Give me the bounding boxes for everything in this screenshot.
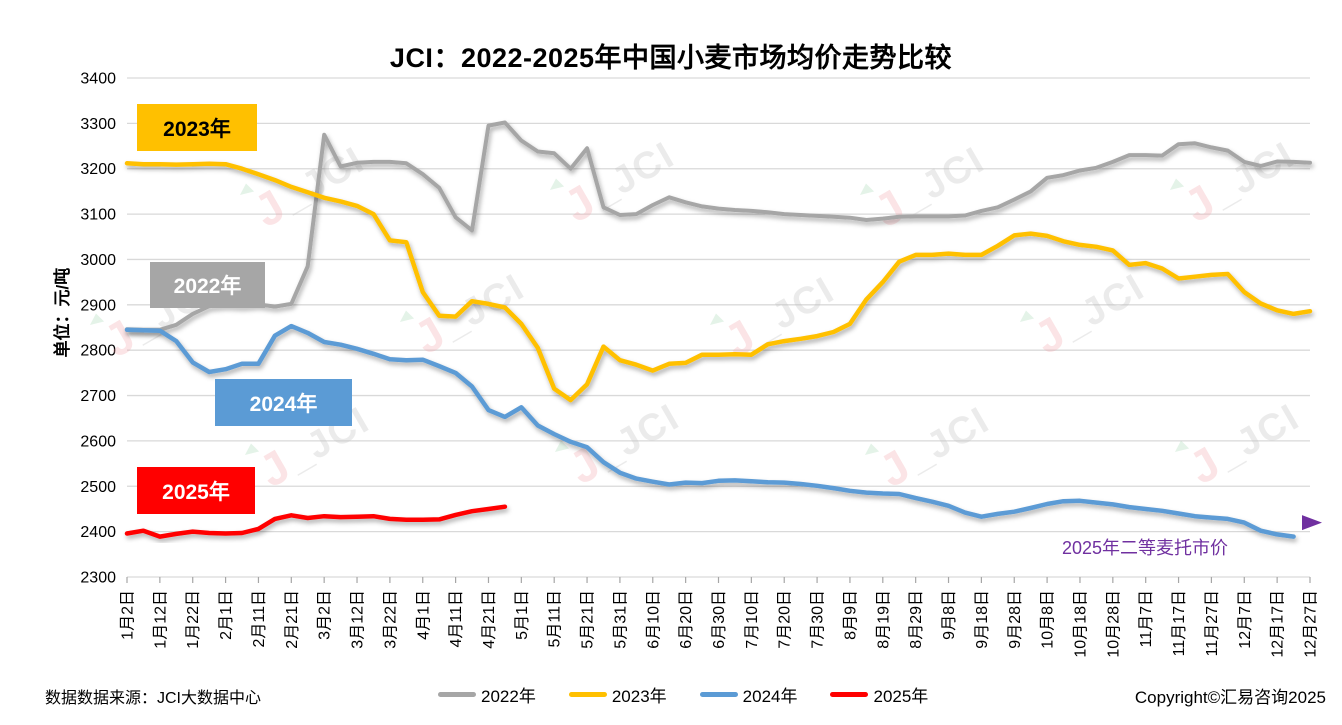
x-tick-label: 6月20日 [678,590,695,649]
chart-footer: 数据数据来源：JCI大数据中心 2022年 2023年 2024年 2025年 … [0,678,1342,712]
x-tick-label: 10月8日 [1040,590,1057,649]
series-line-2022年 [125,120,1312,332]
data-source-note: 数据数据来源：JCI大数据中心 [45,690,262,707]
y-tick-label: 3000 [80,252,116,269]
series-line-2023年 [124,161,1313,403]
x-tick-label: 1月22日 [185,590,202,649]
y-tick-label: 3200 [80,161,116,178]
x-tick-label: 3月2日 [317,590,334,640]
series-line-2025年 [124,504,508,539]
legend-swatch-2023 [568,692,607,697]
series-label-2025: 2025年 [137,467,255,514]
y-tick-label: 3400 [80,71,116,88]
x-tick-label: 2月1日 [218,590,235,640]
x-tick-label: 12月17日 [1270,590,1287,658]
jci-watermark: J_JCI [859,139,992,237]
legend-label-2025: 2025年 [873,687,929,706]
legend-label-2024: 2024年 [742,687,798,706]
reference-line-annotation: 2025年二等麦托市价 [1062,538,1229,558]
svg-text:_JCI: _JCI [434,266,532,347]
legend-swatch-2025 [830,692,869,697]
x-tick-label: 2月21日 [284,590,301,649]
x-tick-label: 11月27日 [1204,590,1221,656]
x-tick-label: 10月18日 [1072,590,1089,658]
legend-item-2024: 2024年 [699,682,798,707]
chart-legend: 2022年 2023年 2024年 2025年 [438,682,928,707]
reference-line-arrowhead [1302,515,1322,531]
x-tick-label: 4月11日 [448,590,465,648]
x-tick-label: 1月2日 [120,590,137,640]
x-tick-label: 1月12日 [152,590,169,649]
x-tick-label: 4月21日 [481,590,498,649]
x-tick-label: 7月20日 [777,590,794,649]
x-tick-label: 7月30日 [810,590,827,649]
y-tick-label: 2500 [80,479,116,496]
x-tick-label: 6月30日 [711,590,728,649]
y-tick-label: 3300 [80,116,116,133]
x-tick-label: 11月7日 [1138,590,1155,648]
svg-text:_JCI: _JCI [584,134,682,215]
legend-label-2022: 2022年 [481,687,536,706]
jci-watermark: J_JCI [864,399,997,497]
legend-item-2023: 2023年 [568,682,667,707]
legend-item-2025: 2025年 [830,682,928,707]
jci-watermark: J_JCI [549,134,682,232]
x-tick-label: 8月29日 [908,590,925,649]
y-tick-label: 2400 [80,524,116,541]
series-label-2024: 2024年 [215,379,352,426]
series-line-2024年 [124,323,1296,539]
x-tick-label: 9月8日 [941,590,958,640]
y-tick-label: 3100 [80,207,116,224]
x-tick-label: 10月28日 [1105,590,1122,658]
legend-label-2023: 2023年 [611,687,667,706]
y-tick-label: 2600 [80,433,116,450]
x-tick-label: 5月21日 [580,590,597,649]
x-tick-label: 12月27日 [1303,590,1320,658]
x-tick-label: 6月10日 [645,590,662,649]
svg-text:_JCI: _JCI [1054,266,1152,347]
x-tick-label: 3月12日 [350,590,367,649]
x-tick-label: 2月11日 [251,590,268,648]
svg-text:_JCI: _JCI [899,399,997,480]
x-tick-label: 5月1日 [514,590,531,640]
svg-text:_JCI: _JCI [894,139,992,220]
x-tick-label: 5月31日 [612,590,629,649]
y-tick-label: 2700 [80,388,116,405]
x-tick-label: 8月9日 [842,590,859,640]
legend-swatch-2024 [699,692,738,697]
legend-item-2022: 2022年 [438,682,536,707]
x-tick-label: 7月10日 [744,590,761,649]
series-label-2023: 2023年 [137,104,257,151]
x-tick-label: 4月1日 [415,590,432,640]
legend-swatch-2022 [438,692,476,697]
svg-text:_JCI: _JCI [1209,396,1307,477]
x-tick-label: 9月28日 [1007,590,1024,649]
x-tick-label: 8月19日 [875,590,892,649]
x-tick-label: 9月18日 [974,590,991,649]
jci-watermark: J_JCI [239,139,372,237]
chart-title: JCI：2022-2025年中国小麦市场均价走势比较 [389,43,953,73]
x-tick-label: 12月7日 [1237,590,1254,649]
copyright-note: Copyright©汇易咨询2025 [1134,688,1326,707]
series-label-2022: 2022年 [150,262,265,308]
svg-text:_JCI: _JCI [1204,134,1302,215]
y-tick-label: 2800 [80,343,116,360]
y-tick-label: 2300 [80,570,116,587]
x-tick-label: 3月22日 [382,590,399,649]
jci-watermark: J_JCI [1169,134,1302,232]
x-tick-label: 11月17日 [1171,590,1188,656]
x-tick-label: 5月11日 [547,590,564,648]
y-tick-label: 2900 [80,297,116,314]
